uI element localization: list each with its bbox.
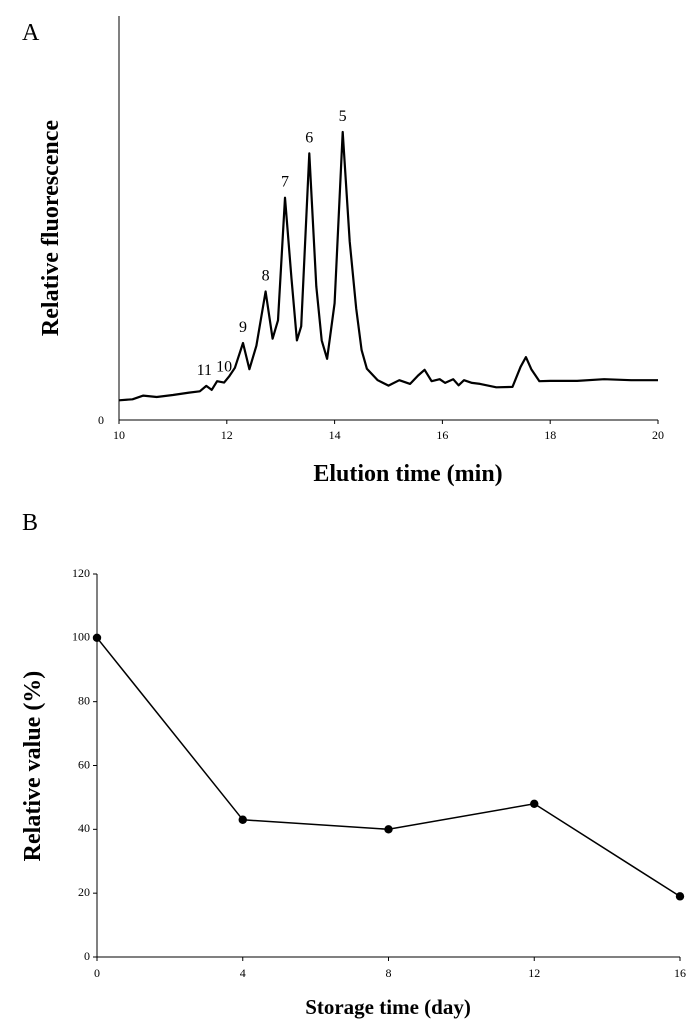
panel-b-data-point <box>92 633 102 643</box>
panel-b-data-point <box>530 799 539 808</box>
panel-b-data-point <box>675 892 685 901</box>
panel-a-peak-label: 8 <box>262 267 270 284</box>
panel-a-x-tick-label: 12 <box>221 428 233 442</box>
panel-a-x-ticks: 10 12 14 16 18 20 <box>113 420 664 442</box>
panel-b-x-tick-label: 4 <box>240 966 246 980</box>
panel-b-x-tick-label: 12 <box>528 966 540 980</box>
panel-a-x-tick-label: 20 <box>652 428 664 442</box>
panel-a-peak-label: 10 <box>216 359 232 376</box>
panel-a-x-tick-label: 18 <box>544 428 556 442</box>
panel-b-label: B <box>22 510 38 536</box>
panel-b-x-ticks: 0 4 8 12 16 <box>94 957 686 980</box>
panel-b-points <box>92 633 685 901</box>
panel-a-peak-label: 7 <box>281 174 289 191</box>
panel-a-chromatogram-line <box>118 130 658 402</box>
panel-b-y-tick-label: 80 <box>78 693 90 707</box>
panel-b-x-tick-label: 8 <box>386 966 392 980</box>
panel-b-series-line <box>96 637 681 898</box>
panel-b-y-tick-label: 60 <box>78 757 90 771</box>
panel-b-y-ticks: 0 20 40 60 80 100 120 <box>72 566 97 963</box>
panel-a-x-tick-label: 10 <box>113 428 125 442</box>
panel-b-y-axis-title: Relative value (%) <box>20 671 46 862</box>
panel-a-x-tick-label: 14 <box>329 428 341 442</box>
panel-b-y-tick-label: 0 <box>84 949 90 963</box>
panel-a-peak-label: 6 <box>305 129 313 146</box>
panel-a-label: A <box>22 20 40 46</box>
panel-a-y-axis-title: Relative fluorescence <box>38 120 64 336</box>
panel-b-y-tick-label: 120 <box>72 566 90 580</box>
panel-b-x-axis-title: Storage time (day) <box>305 995 471 1019</box>
panel-b-y-tick-label: 40 <box>78 821 90 835</box>
panel-a-y-tick-label: 0 <box>98 413 104 427</box>
panel-b-x-tick-label: 0 <box>94 966 100 980</box>
panel-a-x-axis-title: Elution time (min) <box>313 461 502 487</box>
panel-a-x-tick-label: 16 <box>436 428 448 442</box>
panel-a-peak-label: 11 <box>197 362 212 379</box>
panel-b-data-point <box>238 815 247 824</box>
panel-b-y-tick-label: 20 <box>78 885 90 899</box>
panel-a-peak-label: 5 <box>339 108 347 125</box>
panel-b-data-point <box>384 825 393 834</box>
panel-a-peak-label: 9 <box>239 319 247 336</box>
panel-b: B 0 20 40 60 80 100 120 0 4 8 12 16 Storage time (… <box>20 510 686 1019</box>
panel-b-y-tick-label: 100 <box>72 630 90 644</box>
panel-b-x-tick-label: 16 <box>674 966 686 980</box>
